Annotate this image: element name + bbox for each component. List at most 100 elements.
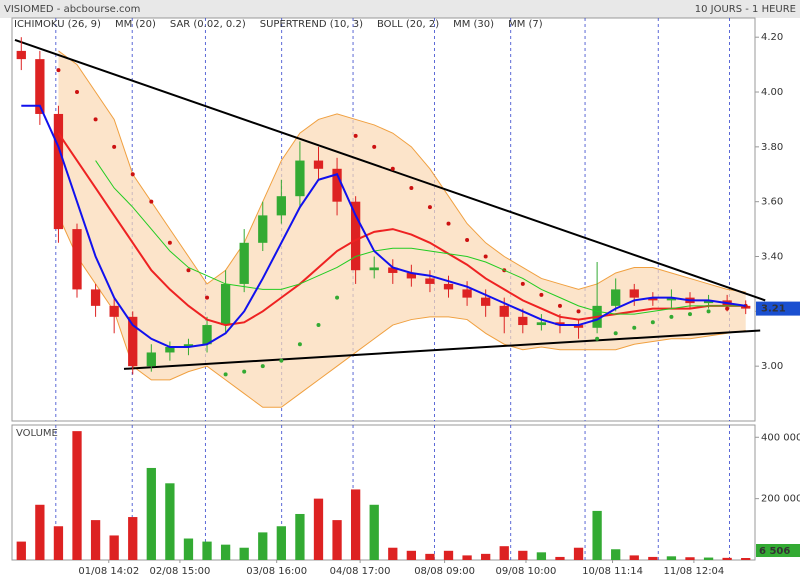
volume-bar	[443, 550, 454, 560]
volume-bar	[685, 557, 695, 560]
volume-bar	[388, 547, 398, 560]
candle-body	[425, 278, 435, 284]
candle-body	[90, 289, 101, 306]
last-volume-label: 6 506	[759, 546, 790, 557]
y-tick-label: 4.20	[761, 32, 783, 43]
sar-dot	[372, 144, 377, 149]
sar-dot	[186, 268, 191, 273]
candle-body	[109, 305, 119, 317]
candle-body	[128, 316, 138, 367]
sar-dot	[539, 292, 544, 297]
sar-dot	[465, 238, 470, 243]
candle-body	[555, 322, 565, 326]
candle-body	[183, 344, 194, 347]
candle-body	[703, 300, 714, 304]
volume-bar	[648, 556, 658, 560]
candle-body	[443, 283, 454, 290]
sar-dot	[75, 90, 80, 95]
sar-dot	[557, 303, 562, 308]
sar-dot	[483, 254, 488, 259]
volume-bar	[425, 553, 435, 560]
volume-bar	[128, 517, 138, 560]
candle-body	[350, 201, 361, 271]
sar-dot	[595, 336, 600, 341]
volume-bar	[109, 535, 119, 560]
sar-dot	[427, 205, 432, 210]
x-tick-label: 11/08 12:04	[663, 566, 724, 577]
candle-body	[146, 352, 156, 367]
volume-bar	[90, 520, 101, 560]
x-tick-label: 04/08 17:00	[330, 566, 391, 577]
legend-entry: BOLL (20, 2)	[377, 19, 439, 30]
band-line	[57, 215, 746, 408]
sar-dot	[632, 325, 637, 330]
candle-body	[611, 289, 621, 306]
volume-bar	[406, 550, 417, 560]
legend-entry: SUPERTREND (10, 3)	[260, 19, 363, 30]
sar-dot	[446, 221, 451, 226]
x-tick-label: 01/08 14:02	[78, 566, 139, 577]
sar-dot	[576, 309, 581, 314]
candle-body	[220, 283, 231, 326]
volume-title: VOLUME	[16, 428, 58, 439]
last-price-box	[756, 301, 800, 316]
volume-bar	[703, 557, 714, 560]
candle-body	[165, 346, 175, 353]
volume-bar	[332, 520, 342, 560]
legend-entry: SAR (0.02, 0.2)	[170, 19, 246, 30]
candle-body	[35, 59, 45, 114]
volume-bar	[16, 541, 26, 560]
y-tick-label: 3.40	[761, 252, 783, 263]
volume-bar	[499, 546, 509, 560]
x-tick-label: 03/08 16:00	[246, 566, 307, 577]
sar-dot	[390, 166, 395, 171]
legend-entry: ICHIMOKU (26, 9)	[14, 19, 101, 30]
volume-bar	[722, 557, 732, 560]
candle-body	[388, 267, 398, 273]
candle-body	[239, 242, 249, 284]
sar-dot	[56, 68, 61, 73]
sar-dot	[687, 312, 692, 317]
volume-bar	[313, 498, 324, 560]
legend-entry: MM (7)	[508, 19, 543, 30]
sar-dot	[316, 323, 321, 328]
candle-body	[536, 322, 547, 326]
volume-bar	[592, 510, 602, 560]
volume-bar	[72, 431, 82, 560]
band-line	[58, 50, 746, 293]
sar-dot	[112, 144, 117, 149]
sar-dot	[242, 369, 247, 374]
last-volume-box	[756, 544, 800, 558]
sar-dot	[93, 117, 98, 122]
sar-dot	[409, 185, 414, 190]
candle-body	[499, 305, 509, 317]
legend-entry: MM (20)	[115, 19, 156, 30]
volume-bar	[35, 504, 45, 560]
volume-bar	[462, 555, 472, 560]
y-tick-label: 200 000	[761, 494, 800, 505]
legend-entry: MM (30)	[453, 19, 494, 30]
volume-frame	[11, 424, 756, 561]
volume-bar	[295, 513, 305, 560]
sar-dot	[669, 314, 674, 319]
volume-bar	[239, 547, 249, 560]
sar-dot	[353, 133, 358, 138]
candle-body	[202, 325, 212, 345]
candle-body	[481, 297, 491, 306]
candle-body	[666, 297, 677, 301]
sar-dot	[613, 331, 618, 336]
sar-dot	[167, 240, 172, 245]
volume-bar	[202, 541, 212, 560]
sar-dot	[706, 309, 711, 314]
volume-bar	[536, 552, 547, 560]
candle-body	[276, 196, 286, 216]
sar-dot	[130, 172, 135, 177]
volume-bar	[741, 558, 751, 560]
sar-dot	[650, 320, 655, 325]
volume-bar	[629, 555, 639, 560]
candle-body	[16, 50, 26, 60]
candle-body	[573, 325, 584, 328]
candle-body	[313, 160, 324, 169]
y-tick-label: 3.00	[761, 361, 783, 372]
